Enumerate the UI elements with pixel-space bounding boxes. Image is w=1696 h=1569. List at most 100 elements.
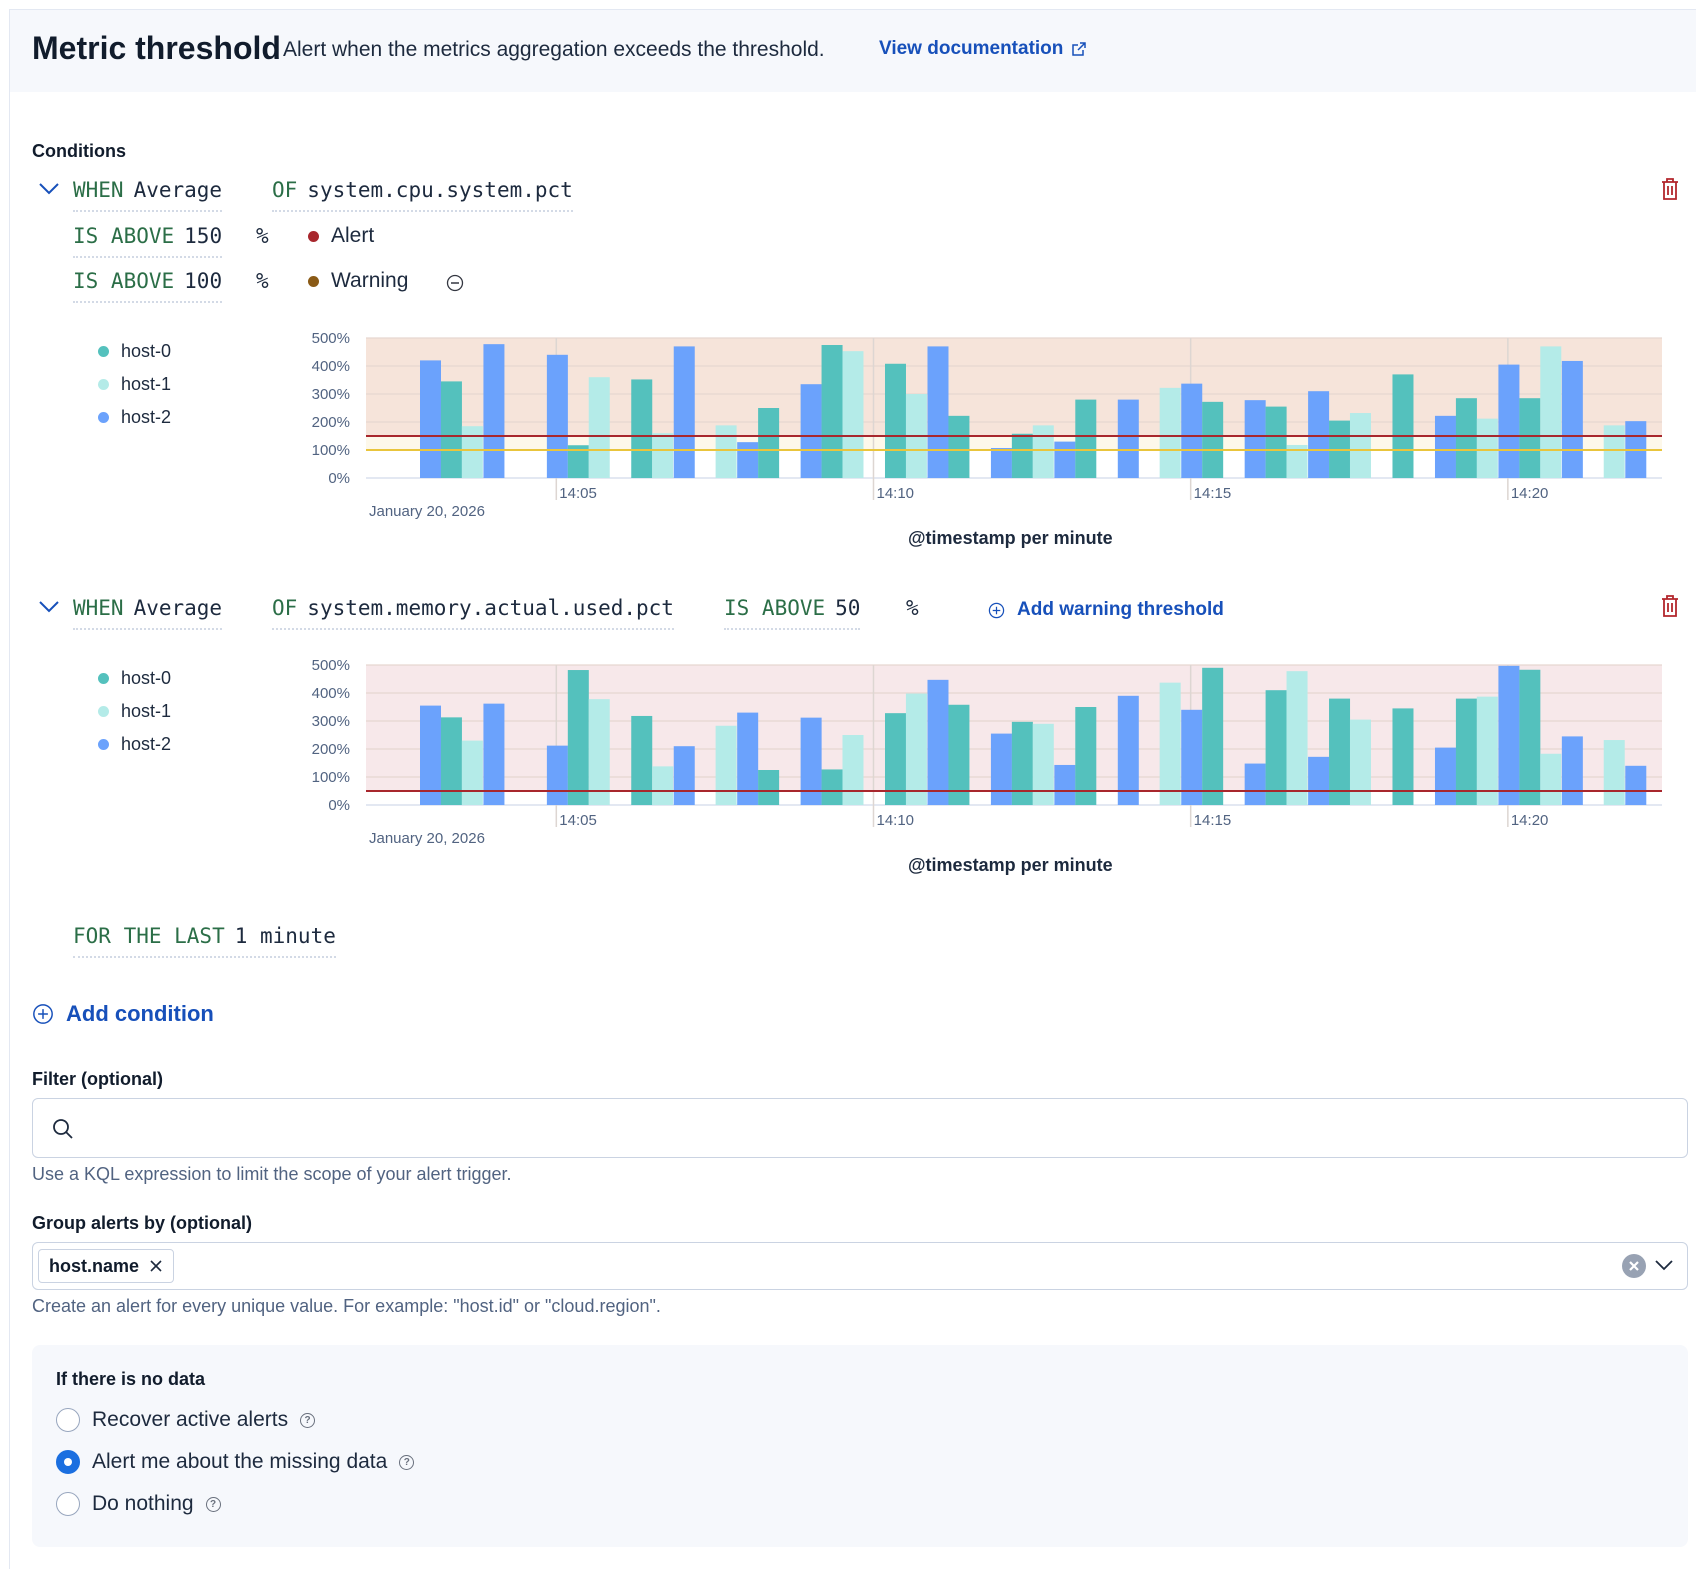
warning-threshold-value: 100 [184, 269, 223, 293]
bar-host-2 [546, 354, 568, 478]
bar-host-2 [737, 442, 759, 478]
help-icon[interactable]: ? [399, 1454, 415, 1470]
add-condition-button[interactable]: Add condition [32, 1001, 214, 1027]
threshold-expression[interactable]: IS ABOVE 50 [724, 596, 861, 630]
bar-host-2 [1181, 709, 1203, 805]
bar-host-0 [821, 769, 843, 805]
add-warning-threshold-button[interactable]: Add warning threshold [988, 599, 1224, 621]
of-metric-expression[interactable]: OF system.cpu.system.pct [272, 178, 573, 212]
bar-host-0 [1075, 399, 1097, 478]
when-aggregation-expression[interactable]: WHEN Average [73, 596, 223, 630]
bar-host-0 [758, 770, 780, 805]
delete-condition-icon[interactable] [1660, 177, 1680, 201]
bar-host-2 [673, 346, 695, 478]
alert-severity-label: Alert [331, 224, 375, 247]
y-tick-label: 100% [312, 442, 350, 459]
bar-host-1 [1032, 723, 1054, 805]
bar-host-0 [1265, 406, 1287, 478]
filter-text-field[interactable] [89, 1109, 1669, 1147]
date-label: January 20, 2026 [369, 503, 485, 520]
legend-item-host-1[interactable]: host-1 [98, 374, 171, 394]
bar-host-1 [1286, 444, 1308, 478]
alert-threshold-expression[interactable]: IS ABOVE 150 [73, 224, 223, 258]
bar-host-0 [948, 704, 970, 805]
legend-dot-icon [98, 706, 109, 717]
search-icon [53, 1119, 73, 1139]
legend-label: host-1 [121, 701, 172, 721]
remove-chip-icon[interactable] [149, 1259, 163, 1273]
radio-recover-active-alerts[interactable]: Recover active alerts ? [56, 1408, 316, 1432]
when-aggregation-expression[interactable]: WHEN Average [73, 178, 223, 212]
chevron-down-icon[interactable] [1654, 1258, 1674, 1272]
radio-alert-missing-data[interactable]: Alert me about the missing data ? [56, 1450, 415, 1474]
bar-host-2 [927, 346, 949, 478]
bar-host-0 [631, 379, 653, 478]
for-the-last-expression[interactable]: FOR THE LAST 1 minute [73, 924, 336, 958]
legend-item-host-0[interactable]: host-0 [98, 668, 171, 688]
help-icon[interactable]: ? [205, 1496, 221, 1512]
bar-host-0 [440, 717, 462, 805]
y-tick-label: 400% [312, 358, 350, 375]
radio-button-checked[interactable] [56, 1450, 80, 1474]
x-tick-label: 14:05 [559, 812, 597, 829]
chart2-legend: host-0 host-1 host-2 [98, 668, 172, 754]
bar-host-2 [483, 703, 505, 805]
bar-host-2 [1308, 391, 1330, 478]
cpu-chart: 0% 100% 200% 300% 400% 500% 14:05 14:10 14:15 14:… [312, 330, 1662, 520]
legend-item-host-1[interactable]: host-1 [98, 701, 172, 721]
chevron-down-icon[interactable] [38, 600, 60, 614]
y-tick-label: 0% [328, 470, 350, 487]
when-keyword: WHEN [73, 178, 124, 202]
bar-host-2 [800, 717, 822, 805]
legend-dot-icon [98, 346, 109, 357]
no-data-label: If there is no data [56, 1369, 206, 1389]
is-above-keyword: IS ABOVE [73, 269, 175, 293]
legend-item-host-2[interactable]: host-2 [98, 407, 171, 427]
warning-unit: % [256, 269, 269, 293]
bar-host-1 [905, 693, 927, 805]
bar-host-1 [1159, 682, 1181, 805]
delete-condition-icon[interactable] [1660, 594, 1680, 618]
group-by-help-text: Create an alert for every unique value. … [32, 1296, 661, 1316]
bar-host-2 [1498, 665, 1520, 805]
add-condition-label: Add condition [66, 1001, 214, 1026]
remove-warning-icon[interactable] [446, 274, 464, 292]
bar-host-0 [758, 408, 780, 478]
radio-button[interactable] [56, 1492, 80, 1516]
bar-host-2 [1181, 383, 1203, 478]
alert-severity: Alert [308, 224, 374, 248]
metric-value: system.cpu.system.pct [307, 178, 573, 202]
alert-unit: % [256, 224, 269, 248]
help-icon[interactable]: ? [300, 1412, 316, 1428]
legend-item-host-0[interactable]: host-0 [98, 341, 171, 361]
clear-selection-icon[interactable] [1622, 1254, 1646, 1278]
view-documentation-link[interactable]: View documentation [879, 38, 1087, 60]
warning-threshold-expression[interactable]: IS ABOVE 100 [73, 269, 223, 303]
bar-host-1 [1603, 425, 1625, 478]
bar-host-1 [715, 425, 737, 478]
radio-do-nothing[interactable]: Do nothing ? [56, 1492, 221, 1516]
group-by-combobox[interactable] [32, 1242, 1688, 1290]
alert-threshold-value: 150 [184, 224, 223, 248]
bar-host-2 [1434, 747, 1456, 805]
radio-button[interactable] [56, 1408, 80, 1432]
bar-host-0 [948, 415, 970, 478]
bar-host-0 [1455, 698, 1477, 805]
legend-item-host-2[interactable]: host-2 [98, 734, 171, 754]
bar-host-0 [1329, 698, 1351, 805]
chevron-down-icon[interactable] [38, 182, 60, 196]
chip-label: host.name [49, 1255, 140, 1276]
no-data-panel [32, 1345, 1688, 1547]
plus-circle-icon [33, 1004, 53, 1024]
filter-input[interactable] [32, 1098, 1688, 1158]
bar-host-1 [715, 725, 737, 805]
bar-host-0 [1519, 398, 1541, 478]
warning-dot-icon [308, 275, 319, 287]
of-metric-expression[interactable]: OF system.memory.actual.used.pct [272, 596, 674, 630]
bar-host-0 [1392, 374, 1414, 478]
x-tick-label: 14:20 [1511, 812, 1549, 829]
bar-host-1 [1349, 413, 1371, 478]
legend-dot-icon [98, 412, 109, 423]
plus-circle-icon [988, 602, 1005, 618]
bar-host-2 [1054, 441, 1076, 478]
